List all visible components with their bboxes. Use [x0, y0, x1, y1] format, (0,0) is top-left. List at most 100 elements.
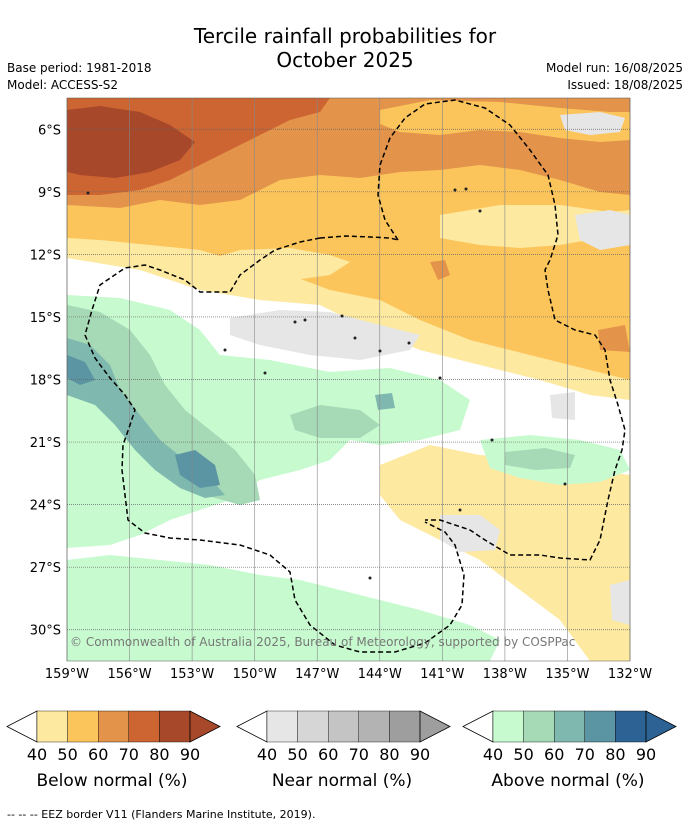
above-50-patch-east	[505, 448, 575, 470]
above-50-patch	[290, 405, 380, 438]
colorbar-label-below: Below normal (%)	[36, 771, 188, 791]
model-label: Model: ACCESS-S2	[7, 78, 119, 92]
colorbar-swatch	[97, 710, 129, 743]
above-40-region	[67, 295, 470, 548]
colorbar-swatch	[266, 710, 298, 743]
colorbar-tick-label: 60	[88, 745, 108, 764]
below-60-patch-a	[430, 260, 450, 280]
eez-border-link	[319, 235, 399, 241]
colorbar-swatch	[328, 710, 360, 743]
colorbar-swatch	[159, 710, 191, 743]
probability-field	[67, 98, 630, 661]
colorbar-swatch	[128, 710, 160, 743]
copyright-text: © Commonwealth of Australia 2025, Bureau…	[70, 635, 575, 649]
below-80-region	[67, 106, 195, 178]
x-axis-ticks: 159°W 156°W 153°W 150°W 147°W 144°W 141°W 138°W…	[45, 667, 652, 682]
x-tick-label: 135°W	[545, 667, 589, 682]
above-40-south-b	[200, 585, 330, 625]
colorbar-tick-label: 80	[605, 745, 625, 764]
colorbar-tick-label: 70	[349, 745, 369, 764]
colorbar-tick-label: 60	[318, 745, 338, 764]
colorbar-swatch	[389, 710, 421, 743]
colorbar-arrow-low	[236, 710, 268, 743]
colorbar-swatch	[523, 710, 555, 743]
issued-label: Issued: 18/08/2025	[567, 78, 683, 92]
eez-borders	[84, 99, 626, 653]
above-50-region	[67, 305, 260, 505]
y-tick-label: 18°S	[30, 374, 61, 389]
colorbar-tick-label: 60	[544, 745, 564, 764]
colorbar-label-above: Above normal (%)	[491, 771, 645, 791]
plot-frame	[66, 97, 631, 662]
colorbar-arrow-low	[462, 710, 494, 743]
colorbar-swatch	[36, 710, 68, 743]
above-70-region	[175, 450, 220, 488]
colorbar-tick-label: 80	[149, 745, 169, 764]
y-tick-label: 6°S	[38, 123, 61, 138]
colorbar-tick-label: 90	[410, 745, 430, 764]
colorbar-swatch	[358, 710, 390, 743]
y-tick-label: 24°S	[30, 499, 61, 514]
x-tick-label: 144°W	[358, 667, 402, 682]
colorbar-2: 40 50 60 70 80 90	[462, 710, 677, 764]
below-40-island	[200, 248, 350, 285]
near-40-region-c	[560, 112, 625, 135]
near-40-region-d	[575, 210, 630, 250]
colorbar-swatch	[492, 710, 524, 743]
title-line-1: Tercile rainfall probabilities for	[193, 24, 497, 48]
colorbar-tick-label: 90	[636, 745, 656, 764]
colorbar-tick-label: 70	[575, 745, 595, 764]
eez-border-west	[84, 237, 465, 653]
above-60-region	[67, 338, 225, 498]
eez-border-north	[377, 99, 626, 561]
colorbar-arrow-high	[189, 710, 221, 743]
y-tick-label: 12°S	[30, 248, 61, 263]
colorbar-tick-label: 40	[257, 745, 277, 764]
below-60-patch-b	[598, 325, 630, 352]
x-tick-label: 132°W	[608, 667, 652, 682]
near-40-region-a	[230, 310, 420, 360]
y-tick-label: 15°S	[30, 311, 61, 326]
colorbar-swatch	[67, 710, 99, 743]
y-axis-ticks: 6°S 9°S 12°S 15°S 18°S 21°S 24°S 27°S 30°S	[30, 123, 61, 638]
y-tick-label: 30°S	[30, 624, 61, 639]
colorbar-tick-label: 40	[483, 745, 503, 764]
near-40-region-f	[610, 580, 630, 625]
colorbar-swatch	[584, 710, 616, 743]
x-tick-label: 156°W	[107, 667, 151, 682]
above-70-region-b	[67, 355, 95, 385]
colorbar-tick-label: 90	[180, 745, 200, 764]
x-tick-label: 159°W	[45, 667, 89, 682]
colorbar-tick-label: 40	[27, 745, 47, 764]
x-tick-label: 138°W	[483, 667, 527, 682]
colorbar-label-near: Near normal (%)	[271, 771, 413, 791]
x-tick-label: 153°W	[170, 667, 214, 682]
y-tick-label: 27°S	[30, 561, 61, 576]
colorbar-arrow-high	[419, 710, 451, 743]
colorbar-arrow-low	[6, 710, 38, 743]
x-tick-label: 147°W	[295, 667, 339, 682]
colorbar-swatch	[615, 710, 647, 743]
colorbar-1: 40 50 60 70 80 90	[236, 710, 451, 764]
colorbar-tick-label: 50	[57, 745, 77, 764]
colorbar-swatch	[554, 710, 586, 743]
near-40-region-g	[330, 330, 355, 352]
colorbars: 40 50 60 70 80 90 40 50 60 70 80 90 40 50 60 70 80 90	[6, 710, 677, 764]
title-line-2: October 2025	[276, 48, 414, 72]
x-tick-label: 150°W	[233, 667, 277, 682]
colorbar-arrow-high	[645, 710, 677, 743]
eez-legend-note: -- -- -- EEZ border V11 (Flanders Marine…	[7, 808, 316, 821]
model-run-label: Model run: 16/08/2025	[545, 61, 683, 75]
base-period-label: Base period: 1981-2018	[7, 61, 152, 75]
y-tick-label: 9°S	[38, 186, 61, 201]
y-tick-label: 21°S	[30, 436, 61, 451]
colorbar-swatch	[297, 710, 329, 743]
above-60-patch	[375, 393, 395, 410]
near-40-region-h	[550, 392, 575, 420]
island-marks	[86, 187, 567, 580]
colorbar-tick-label: 80	[379, 745, 399, 764]
colorbar-tick-label: 50	[287, 745, 307, 764]
colorbar-tick-label: 70	[119, 745, 139, 764]
colorbar-0: 40 50 60 70 80 90	[6, 710, 221, 764]
